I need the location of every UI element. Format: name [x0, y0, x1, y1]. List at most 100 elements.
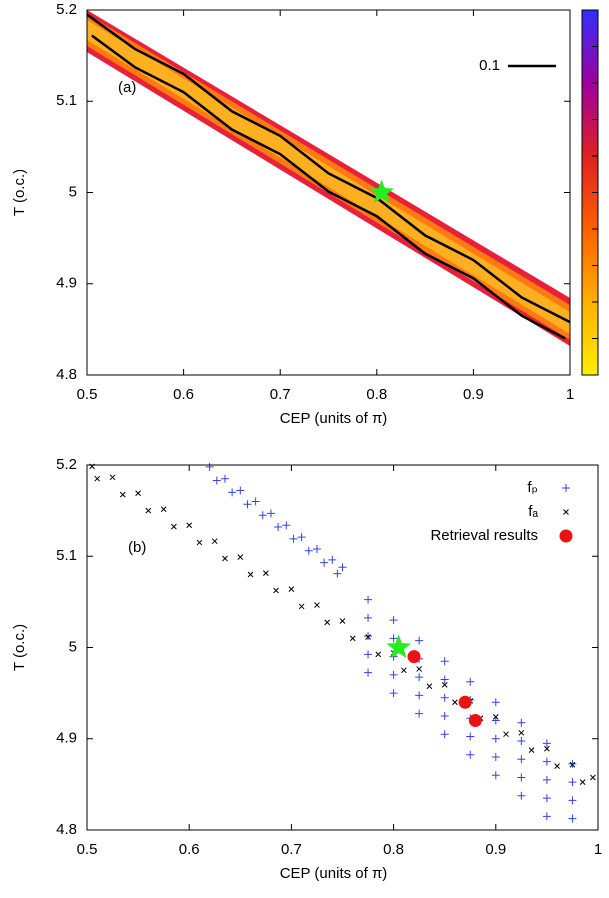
cross-marker [145, 507, 152, 514]
cross-marker [349, 635, 356, 642]
cross-marker [211, 538, 218, 545]
cross-marker [518, 729, 525, 736]
plus-marker [282, 521, 291, 530]
plus-marker [491, 753, 500, 761]
x-tick-label: 1 [594, 841, 602, 858]
plus-marker [320, 558, 329, 567]
cross-marker [554, 763, 560, 769]
plus-marker [251, 497, 260, 506]
plus-marker [328, 555, 337, 564]
plus-marker [415, 636, 424, 645]
plus-marker [205, 462, 214, 471]
cross-marker [94, 475, 101, 482]
plus-marker [542, 757, 551, 766]
legend-label: 0.1 [479, 57, 500, 74]
x-tick-label: 0.7 [281, 841, 302, 858]
plus-marker [333, 569, 342, 578]
y-tick-label: 4.8 [56, 366, 77, 383]
plus-marker [466, 732, 475, 741]
plus-marker [542, 739, 551, 748]
plus-marker [389, 634, 398, 643]
panel-label: (a) [118, 79, 136, 96]
cross-marker [314, 602, 320, 608]
cross-marker [528, 747, 535, 754]
cross-marker [222, 555, 228, 562]
plus-marker [542, 812, 551, 821]
plus-marker [466, 677, 475, 686]
plus-marker [364, 595, 373, 604]
cross-marker [569, 761, 576, 768]
x-tick-label: 0.5 [77, 386, 98, 403]
legend-marker [559, 529, 573, 543]
plus-marker [289, 534, 298, 543]
y-tick-label: 5.1 [56, 547, 77, 564]
legend-label: Retrieval results [430, 527, 538, 544]
star-marker [369, 179, 394, 203]
plus-marker [258, 511, 267, 520]
plus-marker [389, 616, 398, 625]
plus-marker [440, 711, 449, 720]
cross-marker [339, 618, 346, 624]
legend-marker [563, 509, 569, 515]
y-tick-label: 5.2 [56, 1, 77, 18]
x-tick-label: 0.7 [270, 386, 291, 403]
plus-marker [491, 734, 500, 743]
dot-marker [458, 695, 472, 709]
cross-marker [503, 731, 509, 738]
y-axis-label: T (o.c.) [11, 624, 28, 671]
cross-marker [492, 713, 499, 720]
cross-marker [186, 522, 193, 529]
panel-label: (b) [128, 539, 146, 556]
plus-marker [568, 796, 577, 805]
plus-marker [440, 693, 449, 702]
y-axis-label: T (o.c.) [11, 169, 28, 216]
x-tick-label: 0.8 [383, 841, 404, 858]
x-tick-label: 0.5 [77, 841, 98, 858]
y-tick-label: 4.9 [56, 275, 77, 292]
plus-marker [364, 632, 373, 641]
plus-marker [338, 563, 347, 572]
plus-marker [491, 698, 500, 707]
cross-marker [365, 634, 371, 640]
cross-marker [441, 682, 448, 688]
cross-marker [544, 745, 550, 752]
plus-marker [517, 791, 526, 800]
y-tick-label: 5 [69, 183, 77, 200]
plus-marker [568, 759, 577, 768]
plus-marker [389, 689, 398, 698]
cross-marker [171, 523, 177, 530]
plus-marker [517, 737, 526, 746]
y-tick-label: 5.2 [56, 456, 77, 473]
cross-marker [288, 586, 295, 592]
cross-marker [262, 570, 269, 576]
cross-marker [109, 474, 116, 481]
plus-marker [542, 775, 551, 784]
plus-marker [266, 509, 275, 518]
plus-marker [517, 755, 526, 764]
x-tick-label: 0.9 [485, 841, 506, 858]
contour-line [91, 34, 566, 340]
x-axis-label: CEP (units of π) [280, 865, 388, 882]
cross-marker [400, 667, 407, 674]
plus-marker [304, 546, 313, 555]
cross-marker [579, 779, 586, 785]
legend-label: fₚ [527, 479, 538, 496]
plus-marker [212, 476, 221, 485]
heatmap-core [87, 20, 570, 334]
x-tick-label: 1 [566, 386, 574, 403]
cross-marker [375, 651, 382, 658]
plus-marker [415, 691, 424, 700]
plus-marker [415, 709, 424, 718]
plus-marker [517, 773, 526, 782]
plus-marker [466, 750, 475, 759]
y-tick-label: 5 [69, 638, 77, 655]
plus-marker [415, 673, 424, 682]
cross-marker [416, 666, 423, 672]
cross-marker [247, 571, 254, 578]
cross-marker [135, 490, 141, 497]
plus-marker [568, 814, 577, 823]
plus-marker [440, 675, 449, 684]
y-tick-label: 5.1 [56, 92, 77, 109]
cross-marker [324, 619, 331, 626]
